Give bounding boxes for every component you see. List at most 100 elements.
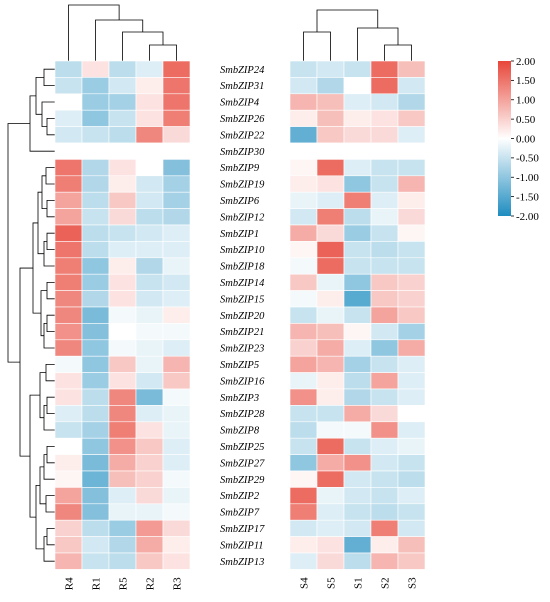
heatmap-cell-SmbZIP4-R2 (135, 93, 164, 111)
dendro-link-r1 (95, 19, 144, 61)
heatmap-cell-SmbZIP7-R3 (162, 503, 191, 521)
row-label-SmbZIP7: SmbZIP7 (220, 508, 260, 519)
heatmap-panel-left (54, 60, 191, 570)
heatmap-cell-SmbZIP27-R1 (81, 454, 110, 472)
heatmap-cell-SmbZIP16-S4 (289, 372, 318, 390)
heatmap-cell-SmbZIP22-S4 (289, 126, 318, 144)
heatmap-cell-SmbZIP4-R4 (54, 93, 83, 111)
row-label-SmbZIP17: SmbZIP17 (220, 524, 265, 535)
column-label-R1: R1 (91, 577, 103, 590)
heatmap-cell-SmbZIP7-S4 (289, 503, 318, 521)
heatmap-cell-SmbZIP3-R5 (108, 388, 137, 406)
heatmap-cell-SmbZIP20-S2 (370, 306, 399, 324)
row-link-root (7, 123, 30, 363)
heatmap-cell-SmbZIP24-R5 (108, 60, 137, 78)
row-link (46, 446, 55, 464)
heatmap-cell-SmbZIP28-R5 (108, 405, 137, 423)
heatmap-cell-SmbZIP13-R5 (108, 552, 137, 570)
row-link (43, 241, 55, 267)
heatmap-cell-SmbZIP20-R4 (54, 306, 83, 324)
heatmap-cell-SmbZIP25-R5 (108, 437, 137, 455)
heatmap-cell-SmbZIP15-R2 (135, 290, 164, 308)
heatmap-cell-SmbZIP8-S5 (316, 421, 345, 439)
column-labels: R4 R1 R5 R2 R3 S4 S5 S1 S2 S3 (64, 577, 419, 590)
heatmap-cell-SmbZIP17-R3 (162, 519, 191, 537)
row-label-SmbZIP29: SmbZIP29 (220, 475, 265, 486)
heatmap-cell-SmbZIP11-S5 (316, 536, 345, 554)
heatmap-cell-SmbZIP24-R3 (162, 60, 191, 78)
heatmap-cell-SmbZIP10-S4 (289, 241, 318, 259)
heatmap-cell-SmbZIP6-S2 (370, 191, 399, 209)
heatmap-cell-SmbZIP31-R1 (81, 77, 110, 95)
heatmap-cell-SmbZIP20-R3 (162, 306, 191, 324)
row-label-SmbZIP24: SmbZIP24 (220, 65, 265, 76)
heatmap-cell-SmbZIP21-S4 (289, 323, 318, 341)
heatmap-cell-SmbZIP8-R3 (162, 421, 191, 439)
row-link (43, 68, 55, 86)
row-link (45, 364, 55, 382)
row-link (39, 372, 46, 419)
heatmap-cell-SmbZIP11-S2 (370, 536, 399, 554)
heatmap-cell-SmbZIP5-R3 (162, 355, 191, 373)
row-link (32, 222, 41, 314)
row-link (43, 405, 55, 431)
dendro-link-s1 (357, 27, 399, 61)
heatmap-cell-SmbZIP21-S5 (316, 323, 345, 341)
heatmap-cell-SmbZIP27-S3 (397, 454, 426, 472)
column-label-S2: S2 (380, 577, 392, 589)
colorbar-tick-label: -2.00 (516, 211, 539, 223)
heatmap-cell-SmbZIP31-S3 (397, 77, 426, 95)
heatmap-cell-SmbZIP31-R2 (135, 77, 164, 95)
heatmap-cell-SmbZIP2-S1 (343, 487, 372, 505)
heatmap-cell-SmbZIP23-S5 (316, 339, 345, 357)
heatmap-cell-SmbZIP4-R1 (81, 93, 110, 111)
heatmap-cell-SmbZIP26-S3 (397, 109, 426, 127)
heatmap-cell-SmbZIP12-R4 (54, 208, 83, 226)
heatmap-cell-SmbZIP9-S5 (316, 159, 345, 177)
row-link (19, 267, 33, 457)
heatmap-cell-SmbZIP4-S1 (343, 93, 372, 111)
heatmap-cell-SmbZIP1-S1 (343, 224, 372, 242)
heatmap-cell-SmbZIP11-S4 (289, 536, 318, 554)
heatmap-cell-SmbZIP24-S5 (316, 60, 345, 78)
row-label-SmbZIP12: SmbZIP12 (220, 212, 265, 223)
column-label-R3: R3 (172, 577, 184, 590)
heatmap-cell-SmbZIP15-R1 (81, 290, 110, 308)
heatmap-cell-SmbZIP3-S1 (343, 388, 372, 406)
row-link (46, 528, 55, 546)
heatmap-cell-SmbZIP27-R3 (162, 454, 191, 472)
heatmap-cell-SmbZIP27-R2 (135, 454, 164, 472)
heatmap-cell-SmbZIP14-R4 (54, 273, 83, 291)
heatmap-cell-SmbZIP12-R3 (162, 208, 191, 226)
heatmap-cell-SmbZIP9-S2 (370, 159, 399, 177)
heatmap-cell-SmbZIP21-R1 (81, 323, 110, 341)
colorbar-tick-label: 0.00 (516, 133, 536, 145)
heatmap-cell-SmbZIP9-S3 (397, 159, 426, 177)
heatmap-cell-SmbZIP29-R2 (135, 470, 164, 488)
row-label-SmbZIP14: SmbZIP14 (220, 278, 265, 289)
heatmap-cell-SmbZIP18-R2 (135, 257, 164, 275)
heatmap-cell-SmbZIP9-R4 (54, 159, 83, 177)
heatmap-cell-SmbZIP10-R5 (108, 241, 137, 259)
heatmap-cell-SmbZIP2-R5 (108, 487, 137, 505)
heatmap-cell-SmbZIP16-R4 (54, 372, 83, 390)
row-link (35, 77, 44, 115)
heatmap-cell-SmbZIP3-S4 (289, 388, 318, 406)
heatmap-cell-SmbZIP10-R1 (81, 241, 110, 259)
heatmap-cell-SmbZIP27-S1 (343, 454, 372, 472)
heatmap-cell-SmbZIP12-S1 (343, 208, 372, 226)
heatmap-cell-SmbZIP16-R1 (81, 372, 110, 390)
row-label-SmbZIP25: SmbZIP25 (220, 442, 264, 453)
heatmap-cell-SmbZIP11-S1 (343, 536, 372, 554)
heatmap-cell-SmbZIP24-S4 (289, 60, 318, 78)
heatmap-cell-SmbZIP7-R2 (135, 503, 164, 521)
heatmap-cell-SmbZIP24-R2 (135, 60, 164, 78)
row-label-SmbZIP4: SmbZIP4 (220, 98, 260, 109)
heatmap-cell-SmbZIP12-S4 (289, 208, 318, 226)
heatmap-cell-SmbZIP30-S5 (316, 142, 345, 160)
heatmap-cell-SmbZIP6-S4 (289, 191, 318, 209)
row-link (45, 495, 55, 513)
heatmap-cell-SmbZIP20-S1 (343, 306, 372, 324)
heatmap-cell-SmbZIP25-R3 (162, 437, 191, 455)
